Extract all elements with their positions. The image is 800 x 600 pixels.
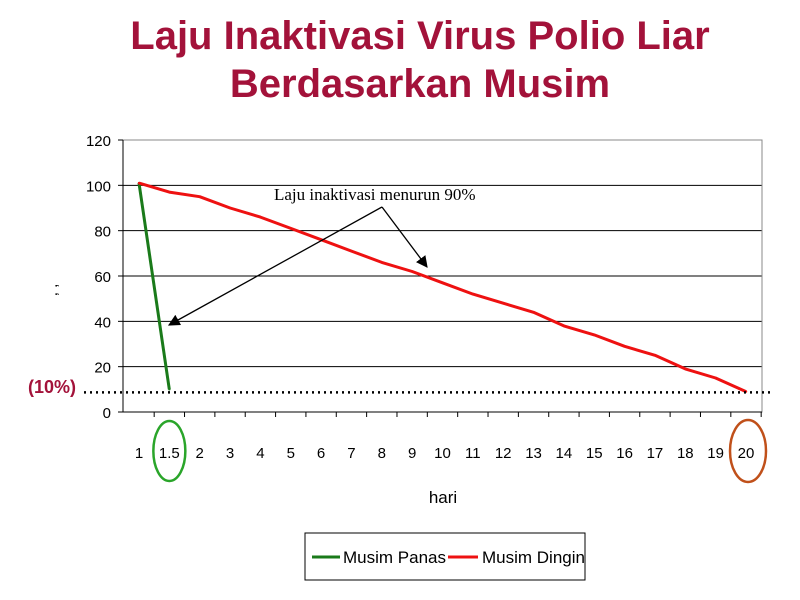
x-tick-label-9: 9	[408, 445, 416, 462]
x-tick-label-20: 20	[738, 445, 755, 462]
x-tick-label-13: 13	[525, 445, 542, 462]
y-tick-label-80: 80	[94, 224, 111, 241]
data-point-1-8	[380, 261, 383, 264]
x-tick-label-1: 1	[135, 445, 143, 462]
data-point-1-16	[623, 345, 626, 348]
legend-label-panas: Musim Panas	[343, 548, 446, 567]
x-tick-label-16: 16	[616, 445, 633, 462]
reference-label: (10%)	[28, 377, 76, 397]
y-tick-label-20: 20	[94, 360, 111, 377]
title-line-1: Laju Inaktivasi Virus Polio Liar	[130, 14, 710, 58]
y-tick-label-40: 40	[94, 314, 111, 331]
x-tick-label-18: 18	[677, 445, 694, 462]
y-tick-label-120: 120	[86, 133, 111, 150]
data-point-1-19	[714, 376, 717, 380]
x-tick-label-4: 4	[256, 445, 264, 462]
x-tick-label-1-5: 1.5	[159, 445, 180, 462]
x-axis-label: hari	[429, 488, 457, 507]
x-tick-label-12: 12	[495, 445, 512, 462]
annotation-arrow-panas	[167, 206, 383, 326]
highlight-circle-1-5	[152, 419, 187, 483]
data-point-1-11	[471, 292, 475, 296]
data-point-1-4	[259, 215, 262, 219]
data-point-1-13	[532, 311, 535, 314]
y-tick-label-0: 0	[103, 405, 111, 422]
y-tick-label-60: 60	[94, 269, 111, 286]
data-point-1-5	[289, 227, 292, 230]
y-axis-label: , ,	[44, 284, 61, 297]
data-point-1-7	[350, 249, 353, 253]
annotation-text: Laju inaktivasi menurun 90%	[274, 185, 476, 204]
data-point-1-2	[198, 195, 201, 198]
x-tick-label-5: 5	[287, 445, 295, 462]
data-point-1-0	[137, 181, 141, 185]
x-tick-label-11: 11	[465, 445, 481, 462]
x-tick-label-3: 3	[226, 445, 234, 462]
x-tick-label-2: 2	[196, 445, 204, 462]
data-point-0-1	[168, 388, 171, 391]
annotation-arrow-dingin	[381, 206, 428, 268]
series-line-panas	[137, 182, 171, 390]
legend-label-dingin: Musim Dingin	[482, 548, 585, 567]
data-point-1-1	[168, 190, 171, 194]
legend-box	[304, 532, 586, 581]
x-tick-label-19: 19	[707, 445, 724, 462]
data-point-1-17	[653, 354, 657, 357]
x-tick-label-14: 14	[556, 445, 573, 462]
page-title: Laju Inaktivasi Virus Polio Liar Berdasa…	[0, 12, 800, 108]
series-line-dingin	[138, 181, 747, 393]
data-point-1-18	[684, 367, 687, 371]
x-tick-label-17: 17	[647, 445, 664, 462]
data-point-1-3	[228, 206, 232, 210]
x-tick-label-15: 15	[586, 445, 603, 462]
data-point-1-10	[441, 281, 444, 284]
data-point-1-14	[562, 324, 566, 328]
y-tick-label-100: 100	[86, 178, 111, 195]
x-tick-label-10: 10	[434, 445, 451, 462]
data-point-1-12	[502, 302, 505, 305]
title-line-2: Berdasarkan Musim	[229, 62, 611, 106]
x-tick-label-6: 6	[317, 445, 325, 462]
data-point-1-9	[410, 270, 414, 273]
highlight-circle-20	[728, 418, 768, 484]
legend: Musim Panas Musim Dingin	[304, 532, 586, 581]
x-tick-label-7: 7	[347, 445, 355, 462]
x-tick-label-8: 8	[378, 445, 386, 462]
data-point-1-15	[593, 333, 596, 337]
